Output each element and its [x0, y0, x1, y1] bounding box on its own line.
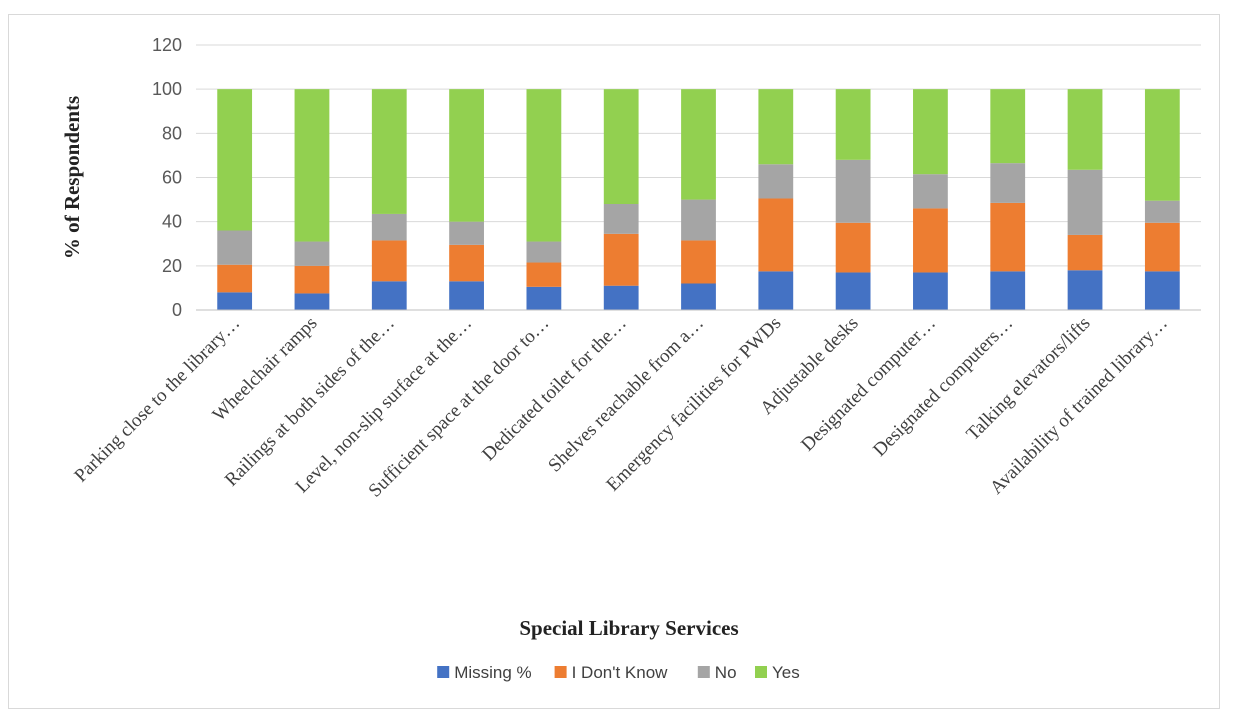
bar-segment-missing-: [603, 285, 639, 310]
bar-segment-yes: [1067, 89, 1103, 170]
y-axis-title: % of Respondents: [60, 96, 84, 259]
bar-segment-missing-: [1144, 271, 1180, 310]
bar-segment-missing-: [217, 292, 253, 310]
bar-segment-i-don-t-know: [603, 233, 639, 286]
bar-segment-missing-: [758, 271, 794, 310]
bar-segment-i-don-t-know: [913, 208, 948, 273]
bar-segment-yes: [217, 89, 253, 231]
bar-segment-yes: [913, 89, 948, 175]
bar-segment-i-don-t-know: [294, 265, 330, 294]
bar-segment-yes: [758, 89, 794, 165]
bar-segment-i-don-t-know: [1067, 234, 1103, 271]
bar-segment-missing-: [294, 293, 330, 310]
bar-segment-no: [526, 241, 562, 263]
bar-segment-i-don-t-know: [758, 198, 794, 272]
y-axis-ticks: 0 20 40 60 80 100 120: [152, 35, 182, 320]
bar-segment-no: [371, 213, 407, 241]
y-tick-label: 100: [152, 79, 182, 99]
bar-segment-no: [603, 204, 639, 234]
bar-segment-missing-: [913, 272, 948, 310]
bar-segment-no: [913, 174, 948, 209]
bar-segment-no: [449, 221, 484, 245]
bar-segment-i-don-t-know: [835, 222, 871, 273]
y-tick-label: 0: [172, 300, 182, 320]
bar-segment-yes: [990, 89, 1026, 164]
bar-segment-no: [681, 199, 716, 241]
x-tick-label: Dedicated toilet for the…: [478, 313, 631, 466]
legend-swatch-i-don-t-know: [554, 666, 567, 678]
bar-segment-missing-: [681, 283, 716, 310]
bar-segment-missing-: [990, 271, 1026, 310]
bar-segment-yes: [449, 89, 484, 222]
y-tick-label: 20: [162, 256, 182, 276]
legend-swatch-yes: [755, 666, 767, 678]
y-tick-label: 60: [162, 168, 182, 188]
bar-segment-no: [990, 163, 1026, 203]
bar-segment-no: [835, 159, 871, 223]
bar-segment-i-don-t-know: [526, 262, 562, 287]
legend-label-no: No: [715, 663, 737, 682]
bar-segment-yes: [1144, 89, 1180, 201]
bar-segment-i-don-t-know: [990, 202, 1026, 272]
bar-segment-yes: [681, 89, 716, 200]
bar-segment-yes: [526, 89, 562, 242]
bar-segment-no: [294, 241, 330, 266]
bar-segment-i-don-t-know: [1144, 222, 1180, 272]
bar-segment-missing-: [835, 272, 871, 310]
legend-swatch-missing-: [437, 666, 450, 678]
x-axis-title: Special Library Services: [519, 616, 738, 640]
bars: [217, 89, 1180, 310]
legend-swatch-no: [697, 666, 710, 678]
bar-segment-i-don-t-know: [449, 244, 484, 282]
bar-segment-i-don-t-know: [217, 264, 253, 293]
bar-segment-missing-: [1067, 270, 1103, 310]
bar-segment-yes: [603, 89, 639, 204]
bar-segment-i-don-t-know: [681, 240, 716, 284]
bar-segment-no: [758, 164, 794, 199]
legend-label-yes: Yes: [772, 663, 800, 682]
bar-segment-yes: [294, 89, 330, 242]
bar-segment-missing-: [371, 281, 407, 310]
bar-segment-missing-: [526, 286, 562, 310]
bar-segment-i-don-t-know: [371, 240, 407, 282]
x-tick-label: Parking close to the library…: [70, 313, 244, 487]
y-tick-label: 80: [162, 123, 182, 143]
category-labels: Parking close to the library…Wheelchair …: [70, 313, 1171, 502]
legend-label-i-don-t-know: I Don't Know: [572, 663, 669, 682]
bar-segment-missing-: [449, 281, 484, 310]
x-tick-label: Designated computer…: [797, 313, 940, 456]
legend-label-missing-: Missing %: [454, 663, 531, 682]
y-tick-label: 40: [162, 212, 182, 232]
x-tick-label: Shelves reachable from a…: [544, 313, 708, 477]
bar-segment-yes: [835, 89, 871, 160]
bar-segment-no: [1144, 200, 1180, 223]
stacked-bar-chart: 0 20 40 60 80 100 120 Parking close to the lib…: [60, 35, 1201, 682]
bar-segment-no: [217, 230, 253, 265]
bar-segment-no: [1067, 169, 1103, 235]
legend: Missing % I Don't Know No Yes: [437, 663, 800, 682]
chart-frame: 0 20 40 60 80 100 120 Parking close to the lib…: [8, 14, 1220, 709]
x-tick-label: Designated computers…: [869, 313, 1017, 461]
y-tick-label: 120: [152, 35, 182, 55]
bar-segment-yes: [371, 89, 407, 214]
